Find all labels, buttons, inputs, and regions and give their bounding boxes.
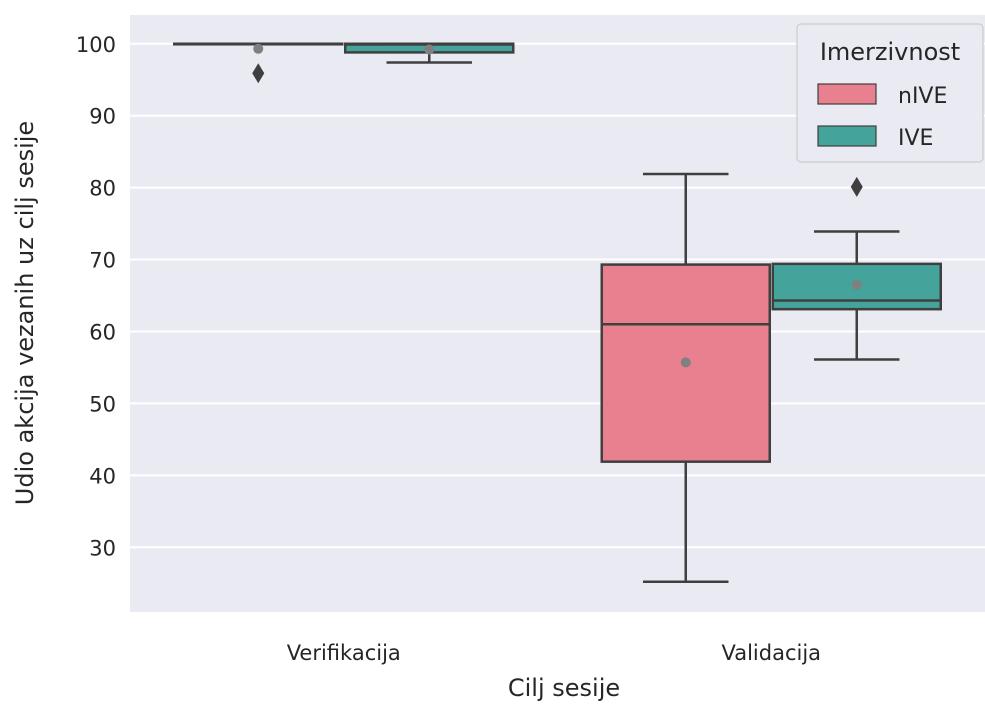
x-tick-label: Verifikacija: [287, 641, 401, 665]
y-tick-labels: 30 40 50 60 70 80 90 100: [76, 33, 116, 560]
mean-marker: [851, 279, 862, 290]
legend-title: Imerzivnost: [820, 38, 960, 66]
boxes: [173, 42, 942, 584]
legend-swatch-IVE: [817, 125, 877, 147]
y-tick-label: 60: [89, 320, 116, 344]
y-axis-label: Udio akcija vezanih uz cilj sesije: [11, 121, 39, 505]
y-tick-label: 90: [89, 105, 116, 129]
legend-swatch-nIVE: [817, 83, 877, 105]
y-tick-label: 70: [89, 249, 116, 273]
y-tick-label: 80: [89, 177, 116, 201]
mean-marker: [424, 44, 435, 55]
x-axis-label: Cilj sesije: [508, 674, 620, 702]
y-tick-label: 50: [89, 392, 116, 416]
box-IVE-Verifikacija: [344, 42, 515, 64]
x-tick-labels: Verifikacija Validacija: [287, 641, 821, 665]
legend-label-IVE: IVE: [898, 126, 933, 151]
x-tick-label: Validacija: [721, 641, 821, 665]
y-tick-label: 40: [89, 464, 116, 488]
y-tick-label: 30: [89, 536, 116, 560]
legend-label-nIVE: nIVE: [898, 84, 947, 109]
legend-entries: nIVE IVE: [817, 83, 947, 151]
mean-marker: [680, 357, 691, 368]
outlier-marker: [850, 176, 863, 197]
legend: Imerzivnost nIVE IVE: [796, 23, 984, 163]
box-nIVE-Verifikacija: [173, 42, 344, 84]
box-IVE-Validacija: [771, 176, 942, 361]
box-nIVE-Validacija: [600, 172, 771, 584]
y-tick-label: 100: [76, 33, 116, 57]
mean-marker: [253, 43, 264, 54]
outlier-marker: [252, 63, 265, 84]
